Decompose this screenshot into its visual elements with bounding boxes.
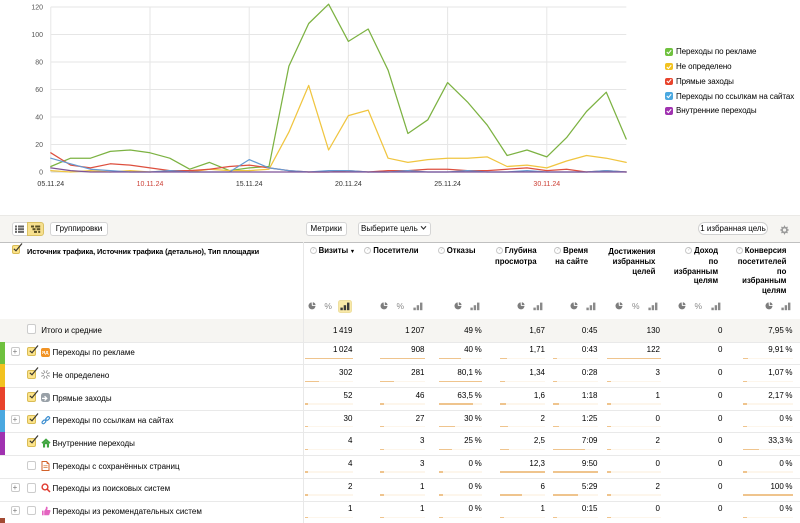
svg-text:100: 100 [31,32,43,39]
svg-text:20: 20 [35,142,43,149]
svg-text:15.11.24: 15.11.24 [236,181,263,188]
svg-text:80: 80 [35,60,43,67]
svg-text:25.11.24: 25.11.24 [434,181,461,188]
svg-text:60: 60 [35,87,43,94]
svg-text:40: 40 [35,115,43,122]
svg-text:30.11.24: 30.11.24 [533,181,560,188]
svg-text:120: 120 [31,5,43,12]
svg-text:10.11.24: 10.11.24 [137,181,164,188]
svg-text:0: 0 [39,170,43,177]
svg-text:05.11.24: 05.11.24 [37,181,64,188]
svg-text:20.11.24: 20.11.24 [335,181,362,188]
